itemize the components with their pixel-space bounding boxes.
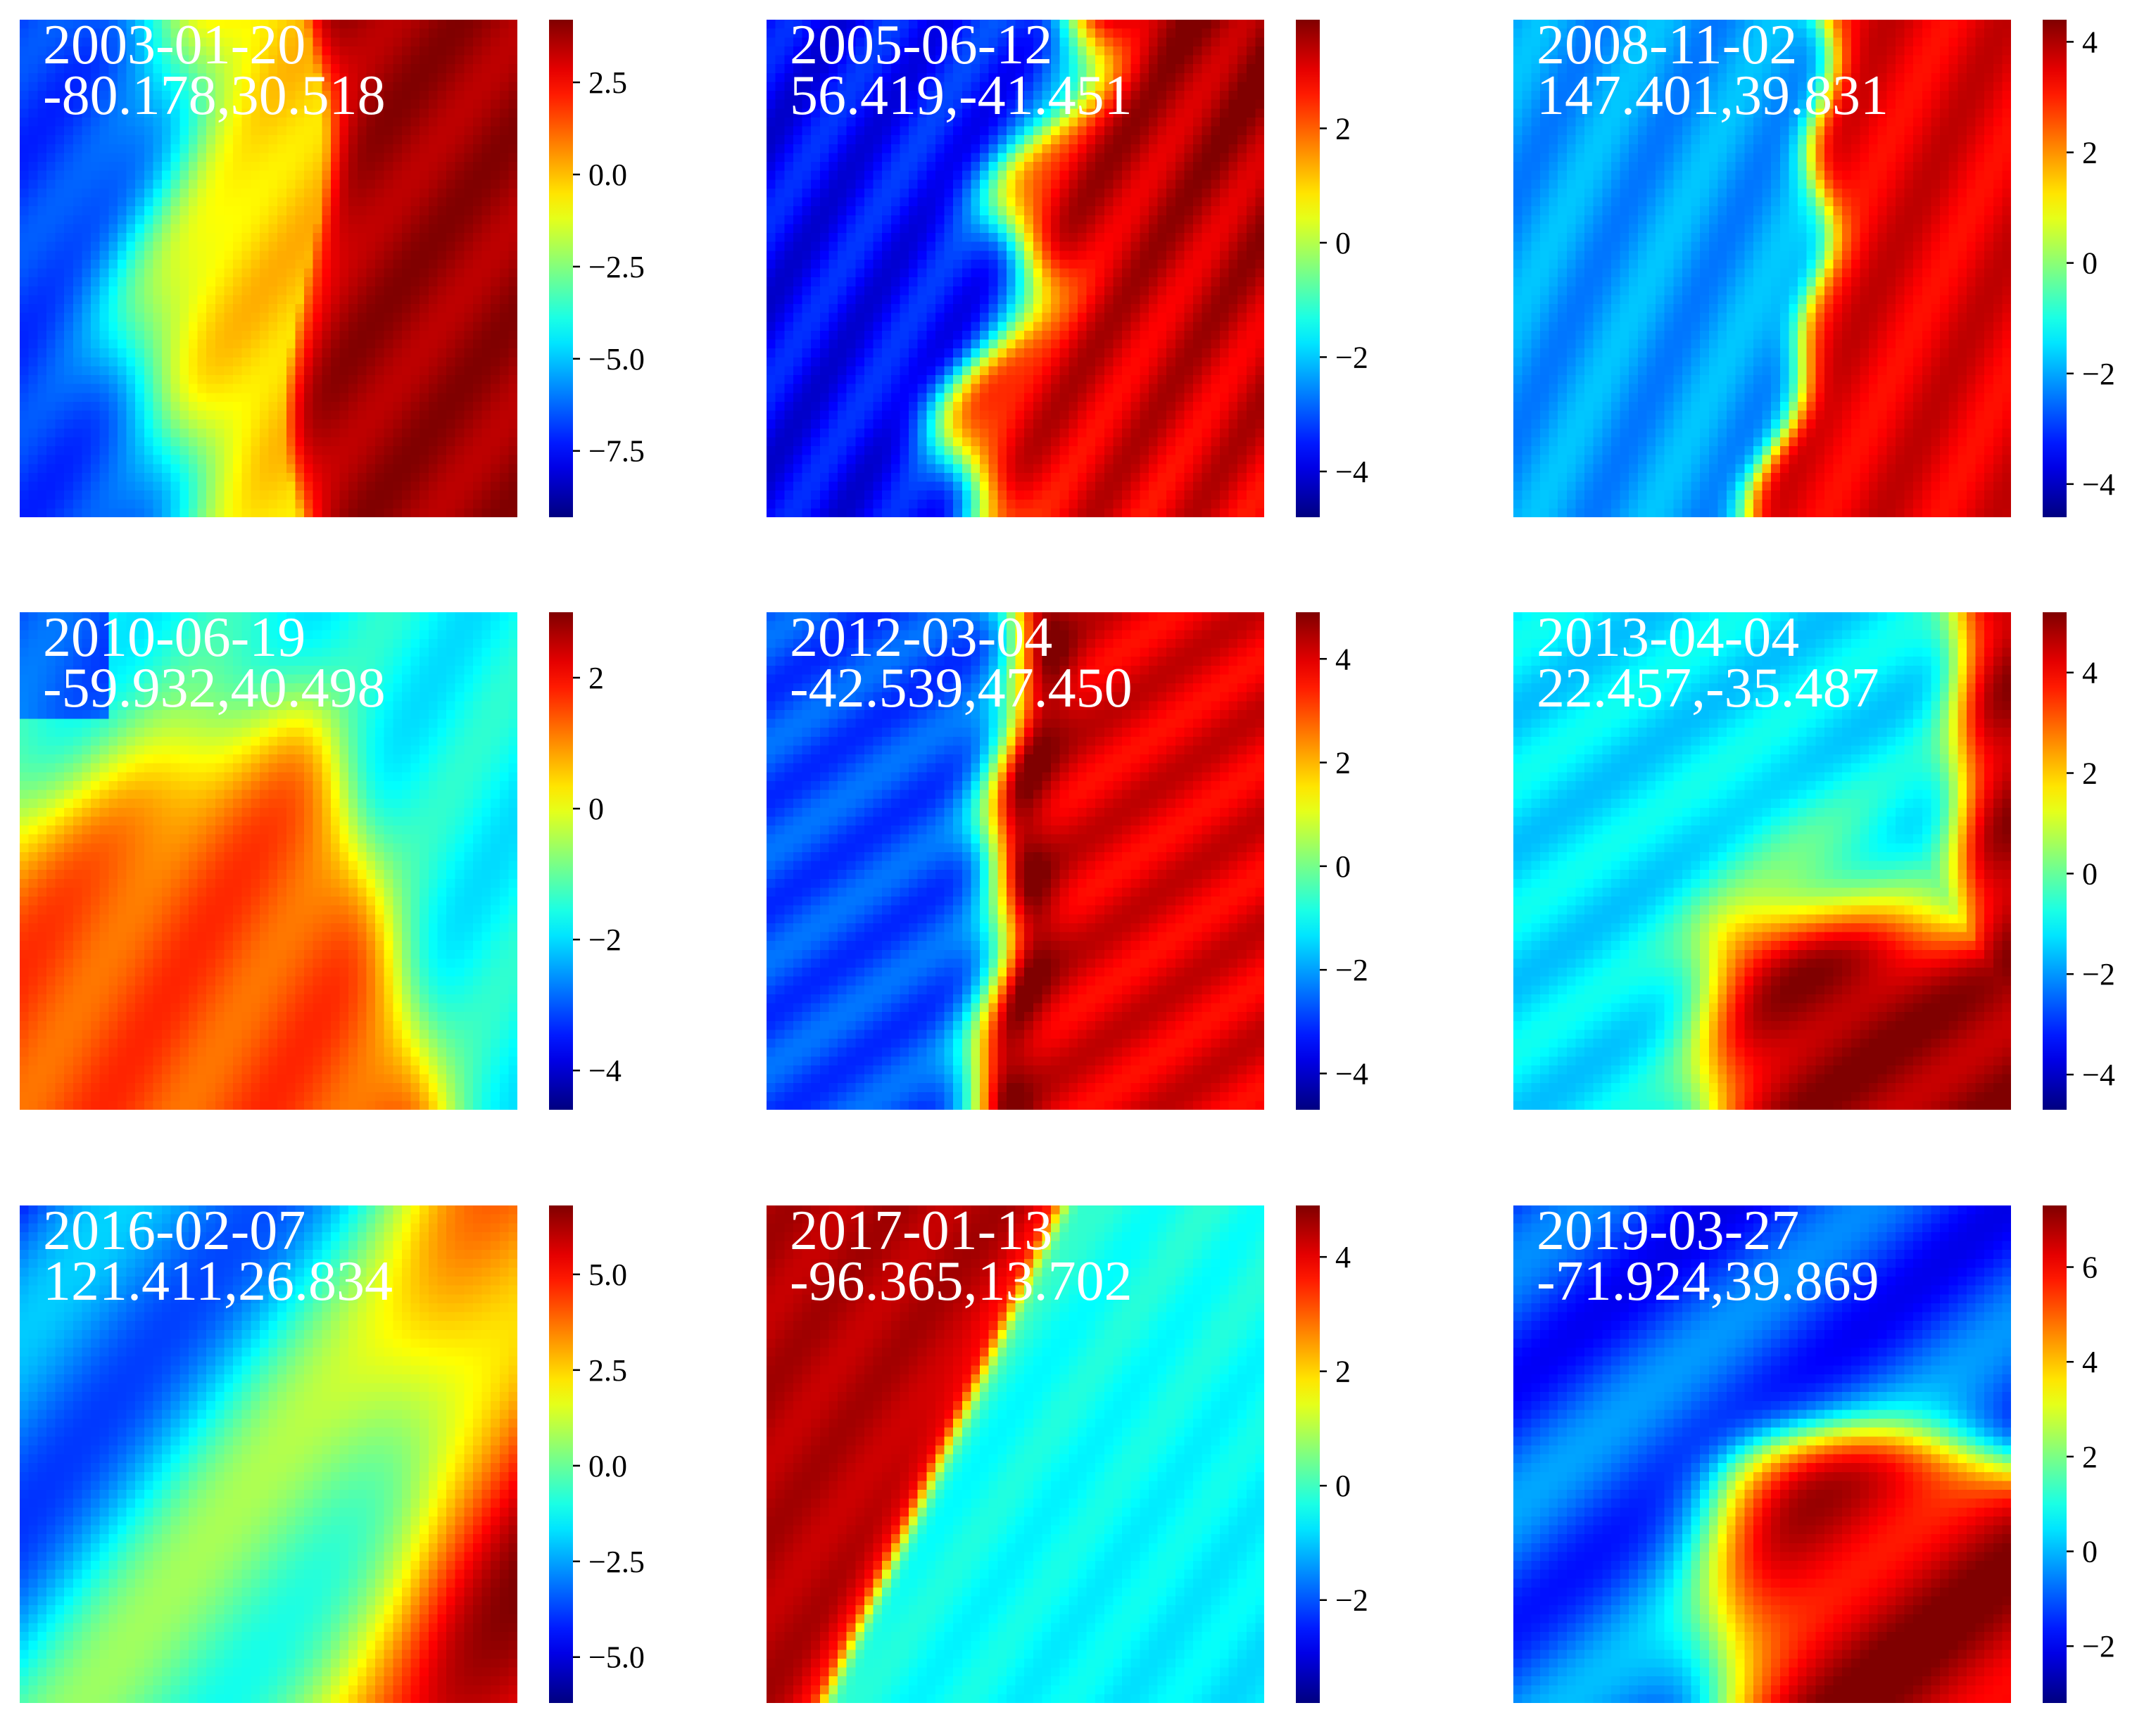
heatmap-image bbox=[1513, 1205, 2011, 1703]
colorbar-tick-label: 0 bbox=[2082, 1535, 2098, 1569]
colorbar bbox=[1296, 612, 1320, 1110]
colorbar-tick-label: 2 bbox=[2082, 136, 2098, 170]
panel-coords-label: 22.457,-35.487 bbox=[1537, 657, 1879, 719]
colorbar-tick-label: 0 bbox=[1335, 226, 1351, 260]
heatmap-image bbox=[1513, 612, 2011, 1110]
colorbar-tick-label: −5.0 bbox=[588, 1640, 645, 1675]
heatmap-image bbox=[767, 612, 1264, 1110]
colorbar bbox=[549, 612, 573, 1110]
colorbar-tick-label: −4 bbox=[588, 1053, 622, 1088]
panel-coords-label: -42.539,47.450 bbox=[790, 657, 1133, 719]
colorbar-tick-label: −4 bbox=[1335, 1056, 1368, 1091]
colorbar-tick-label: −2 bbox=[588, 923, 622, 957]
colorbar-tick-label: −2 bbox=[1335, 953, 1368, 987]
colorbar bbox=[549, 1205, 573, 1703]
panel-coords-label: 147.401,39.831 bbox=[1537, 65, 1889, 127]
panel-date-label: 2013-04-04 bbox=[1537, 607, 1799, 669]
colorbar-tick-label: 0 bbox=[2082, 856, 2098, 891]
colorbar bbox=[1296, 20, 1320, 517]
colorbar-tick-label: 0.0 bbox=[588, 158, 627, 192]
colorbar-tick-label: 4 bbox=[2082, 1345, 2098, 1379]
colorbar-tick-label: 2 bbox=[2082, 756, 2098, 791]
panel-date-label: 2016-02-07 bbox=[43, 1200, 305, 1262]
colorbar-tick-label: −4 bbox=[1335, 455, 1368, 489]
colorbar-tick-label: −2 bbox=[1335, 340, 1368, 374]
heatmap-image bbox=[767, 1205, 1264, 1703]
colorbar-tick-label: 2 bbox=[588, 661, 604, 695]
heatmap-image bbox=[1513, 20, 2011, 517]
colorbar-tick-label: −2 bbox=[1335, 1583, 1368, 1618]
heatmap-panel: 2010-06-19-59.932,40.498 2 0 −2 −4 bbox=[20, 607, 622, 1110]
colorbar-tick-label: 2 bbox=[1335, 111, 1351, 146]
colorbar-tick-label: −2 bbox=[2082, 1629, 2115, 1664]
colorbar bbox=[549, 20, 573, 517]
colorbar-tick-label: 4 bbox=[1335, 1240, 1351, 1274]
colorbar-tick-label: 2 bbox=[1335, 746, 1351, 780]
heatmap-image bbox=[20, 612, 517, 1110]
panel-date-label: 2019-03-27 bbox=[1537, 1200, 1799, 1262]
colorbar bbox=[2043, 1205, 2067, 1703]
colorbar-tick-label: −2 bbox=[2082, 357, 2115, 391]
colorbar bbox=[2043, 20, 2067, 517]
panel-date-label: 2003-01-20 bbox=[43, 14, 305, 76]
colorbar-tick-label: −7.5 bbox=[588, 434, 645, 469]
panel-coords-label: -59.932,40.498 bbox=[43, 657, 386, 719]
panel-date-label: 2008-11-02 bbox=[1537, 14, 1797, 76]
heatmap-image bbox=[20, 20, 517, 517]
panel-coords-label: 56.419,-41.451 bbox=[790, 65, 1133, 127]
panel-date-label: 2012-03-04 bbox=[790, 607, 1052, 669]
colorbar-tick-label: 4 bbox=[1335, 642, 1351, 676]
colorbar-tick-label: 2 bbox=[2082, 1440, 2098, 1474]
heatmap-panel: 2012-03-04-42.539,47.450 4 2 0 −2 −4 bbox=[767, 607, 1368, 1110]
panel-date-label: 2010-06-19 bbox=[43, 607, 305, 669]
panel-coords-label: -71.924,39.869 bbox=[1537, 1251, 1879, 1312]
colorbar-tick-label: 4 bbox=[2082, 656, 2098, 690]
heatmap-panel: 2019-03-27-71.924,39.869 6 4 2 0 −2 bbox=[1513, 1200, 2115, 1703]
colorbar-tick-label: −4 bbox=[2082, 467, 2115, 502]
colorbar-tick-label: −2 bbox=[2082, 957, 2115, 992]
heatmap-image bbox=[767, 20, 1264, 517]
panel-coords-label: 121.411,26.834 bbox=[43, 1251, 393, 1312]
colorbar-tick-label: 0 bbox=[1335, 1469, 1351, 1503]
colorbar-tick-label: 0 bbox=[588, 792, 604, 826]
panel-date-label: 2005-06-12 bbox=[790, 14, 1052, 76]
colorbar-tick-label: 2.5 bbox=[588, 65, 627, 100]
colorbar-tick-label: −2.5 bbox=[588, 1545, 645, 1579]
heatmap-image bbox=[20, 1205, 517, 1703]
colorbar-tick-label: 5.0 bbox=[588, 1258, 627, 1292]
colorbar bbox=[2043, 612, 2067, 1110]
colorbar-tick-label: 2.5 bbox=[588, 1353, 627, 1388]
colorbar-tick-label: 0 bbox=[2082, 246, 2098, 281]
panel-coords-label: -80.178,30.518 bbox=[43, 65, 386, 127]
colorbar-tick-label: −2.5 bbox=[588, 250, 645, 284]
colorbar-tick-label: 4 bbox=[2082, 25, 2098, 59]
heatmap-panel: 2003-01-20-80.178,30.518 2.5 0.0 −2.5 −5.0 −7… bbox=[20, 14, 645, 517]
heatmap-panel: 2017-01-13-96.365,13.702 4 2 0 −2 bbox=[767, 1200, 1368, 1703]
colorbar-tick-label: 0 bbox=[1335, 849, 1351, 884]
colorbar-tick-label: 2 bbox=[1335, 1355, 1351, 1389]
colorbar-tick-label: −4 bbox=[2082, 1058, 2115, 1092]
colorbar-tick-label: 0.0 bbox=[588, 1449, 627, 1483]
colorbar bbox=[1296, 1205, 1320, 1703]
panel-coords-label: -96.365,13.702 bbox=[790, 1251, 1133, 1312]
colorbar-tick-label: −5.0 bbox=[588, 342, 645, 376]
colorbar-tick-label: 6 bbox=[2082, 1251, 2098, 1285]
panel-date-label: 2017-01-13 bbox=[790, 1200, 1052, 1262]
